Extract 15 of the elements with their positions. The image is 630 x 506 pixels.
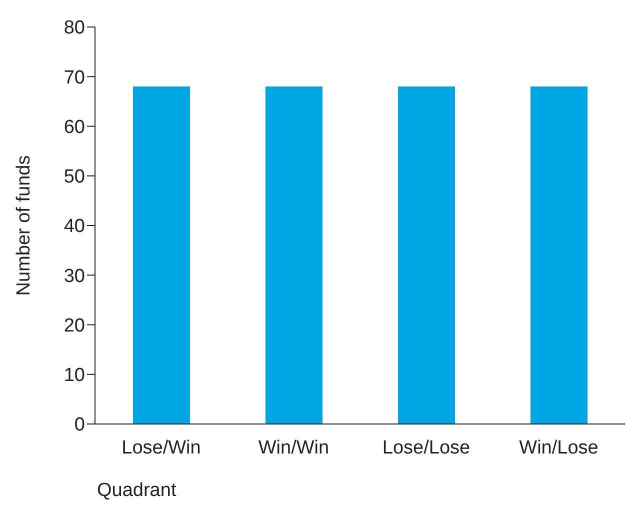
- x-tick-label: Lose/Win: [122, 437, 201, 458]
- y-tick-label: 40: [64, 216, 85, 238]
- x-tick-label: Win/Win: [258, 437, 330, 458]
- x-tick-label: Win/Lose: [519, 437, 598, 458]
- x-tick-label: Lose/Lose: [382, 437, 470, 458]
- y-tick-label: 50: [64, 166, 85, 188]
- x-axis-title: Quadrant: [97, 480, 177, 501]
- y-tick-label: 30: [64, 266, 85, 287]
- y-tick-label: 70: [64, 67, 85, 88]
- y-tick-label: 60: [64, 116, 85, 138]
- y-axis-title: Number of funds: [14, 155, 34, 296]
- y-tick-label: 0: [74, 414, 85, 436]
- y-tick-label: 20: [64, 315, 85, 336]
- y-tick-label: 10: [64, 365, 85, 386]
- y-tick-label: 80: [64, 18, 85, 39]
